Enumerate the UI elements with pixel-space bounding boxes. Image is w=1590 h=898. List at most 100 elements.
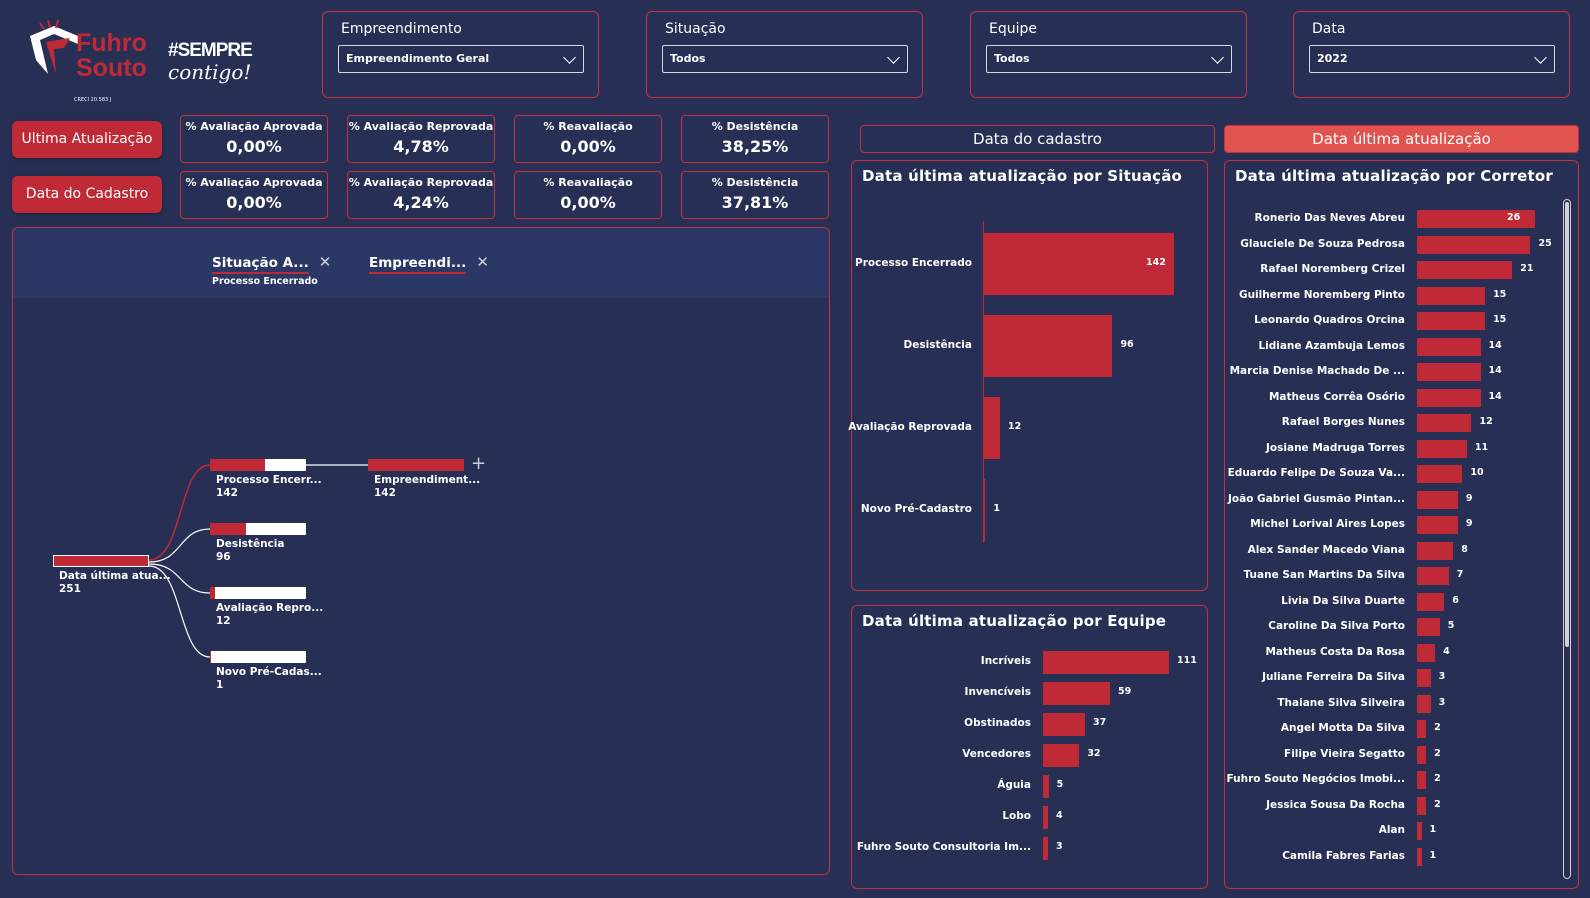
data-label: 3: [1438, 696, 1446, 708]
data-label: 10: [1470, 467, 1484, 478]
chart-corretor-panel: Data última atualização por Corretor Ron…: [1224, 160, 1579, 889]
situacao-dropdown[interactable]: Todos: [662, 45, 908, 73]
connector-avaliacao: [148, 563, 211, 594]
filter-empreendimento: Empreendimento Empreendimento Geral: [322, 11, 599, 98]
tree-level-empreendimento[interactable]: Empreendi... ✕: [369, 252, 489, 274]
connector-desistencia: [148, 528, 211, 563]
bar[interactable]: [1043, 681, 1110, 705]
close-icon[interactable]: ✕: [476, 253, 489, 271]
tree-node-processo[interactable]: [210, 459, 306, 471]
data-label: 32: [1087, 748, 1101, 759]
tree-root-bar[interactable]: [53, 555, 149, 567]
bar[interactable]: [1417, 312, 1486, 330]
filter-title: Empreendimento: [341, 21, 462, 37]
bar[interactable]: [1417, 669, 1431, 687]
bar[interactable]: [1417, 745, 1427, 764]
filter-title: Data: [1312, 21, 1346, 37]
data-dropdown[interactable]: 2022: [1309, 45, 1555, 73]
bar[interactable]: [1417, 490, 1458, 509]
data-label: 6: [1452, 594, 1459, 606]
kpi-avaliacao-aprovada-2: % Avaliação Aprovada 0,00%: [180, 171, 328, 219]
bar[interactable]: [1417, 822, 1422, 840]
tree-node-desistencia[interactable]: [210, 523, 306, 535]
bar[interactable]: [1417, 286, 1486, 305]
tree-node-label: Avaliação Repro...: [216, 602, 324, 614]
level-subtitle: Processo Encerrado: [212, 276, 318, 287]
tree-node-novo[interactable]: [210, 651, 306, 663]
close-icon[interactable]: ✕: [318, 253, 332, 271]
node-fill: [210, 587, 215, 599]
bar[interactable]: [1417, 235, 1531, 254]
tab-data-cadastro[interactable]: Data do cadastro: [860, 125, 1215, 153]
scrollbar-track[interactable]: [1563, 199, 1571, 879]
bar[interactable]: [1417, 618, 1440, 636]
filter-equipe: Equipe Todos: [970, 11, 1247, 98]
bar[interactable]: [1417, 720, 1427, 738]
decomposition-tree-panel: Situação A... ✕ Processo Encerrado Empre…: [12, 227, 830, 875]
tree-node-label: Desistência: [216, 538, 285, 550]
bar[interactable]: [1417, 516, 1458, 534]
bar[interactable]: [1417, 847, 1422, 866]
tree-node-avaliacao[interactable]: [210, 587, 306, 599]
kpi-value: 4,24%: [393, 193, 449, 212]
bar[interactable]: [1417, 796, 1427, 815]
category-label: Matheus Costa Da Rosa: [1265, 645, 1405, 658]
bar[interactable]: [1417, 694, 1431, 713]
bar[interactable]: [1417, 388, 1481, 407]
data-label: 2: [1434, 722, 1441, 733]
empreendimento-dropdown[interactable]: Empreendimento Geral: [338, 45, 584, 73]
bar[interactable]: [984, 479, 986, 541]
bar[interactable]: [1417, 567, 1449, 585]
ultima-atualizacao-button[interactable]: Ultima Atualização: [12, 121, 162, 158]
equipe-dropdown[interactable]: Todos: [986, 45, 1232, 73]
tree-header-band: [13, 228, 829, 298]
data-cadastro-button[interactable]: Data do Cadastro: [12, 176, 162, 213]
bar[interactable]: [1417, 337, 1481, 356]
bar[interactable]: [1417, 771, 1427, 789]
expand-plus-icon[interactable]: +: [471, 453, 487, 474]
data-label: 9: [1465, 492, 1473, 504]
tree-level-situacao[interactable]: Situação A... ✕ Processo Encerrado: [212, 252, 331, 287]
bar[interactable]: [1043, 650, 1169, 674]
bar[interactable]: [1043, 712, 1085, 736]
chevron-down-icon: [1534, 51, 1547, 64]
bar[interactable]: [1417, 592, 1445, 611]
data-label: 37: [1093, 717, 1107, 728]
category-label: Rafael Noremberg Crizel: [1260, 263, 1405, 275]
tree-node-value: 12: [216, 615, 231, 627]
category-label: Leonardo Quadros Orcina: [1254, 314, 1405, 326]
category-label: Eduardo Felipe De Souza Va...: [1227, 467, 1405, 479]
bar[interactable]: [984, 397, 1001, 459]
bar[interactable]: [1417, 541, 1454, 560]
category-label: Caroline Da Silva Porto: [1268, 620, 1405, 632]
bar[interactable]: [1417, 210, 1535, 228]
data-label: 111: [1177, 655, 1197, 666]
category-label: Livia Da Silva Duarte: [1281, 594, 1405, 607]
bar[interactable]: [1043, 774, 1049, 798]
category-label: Thaiane Silva Silveira: [1277, 696, 1405, 709]
category-label: Michel Lorival Aires Lopes: [1250, 518, 1405, 530]
bar[interactable]: [1417, 363, 1481, 381]
kpi-label: % Desistência: [711, 120, 799, 133]
bar[interactable]: [1043, 836, 1048, 860]
bar[interactable]: [1043, 743, 1080, 767]
bar[interactable]: [1417, 643, 1436, 662]
dropdown-value: Todos: [670, 52, 706, 65]
bar[interactable]: [984, 315, 1113, 377]
bar[interactable]: [1417, 439, 1467, 458]
tree-root-value: 251: [59, 583, 81, 595]
kpi-value: 0,00%: [560, 137, 616, 156]
bar[interactable]: [984, 233, 1174, 295]
kpi-desistencia-1: % Desistência 38,25%: [681, 115, 829, 163]
bar[interactable]: [1417, 465, 1463, 483]
scrollbar-thumb[interactable]: [1565, 202, 1569, 647]
bar[interactable]: [1417, 261, 1513, 279]
filter-data: Data 2022: [1293, 11, 1570, 98]
data-label: 1: [1429, 824, 1437, 835]
tab-data-ultima-atualizacao[interactable]: Data última atualização: [1224, 125, 1579, 153]
kpi-label: % Avaliação Aprovada: [185, 120, 323, 133]
bar[interactable]: [1417, 414, 1472, 432]
bar[interactable]: [1043, 805, 1048, 829]
tree-leaf-value: 142: [374, 487, 396, 499]
tree-leaf-bar[interactable]: [368, 459, 464, 471]
